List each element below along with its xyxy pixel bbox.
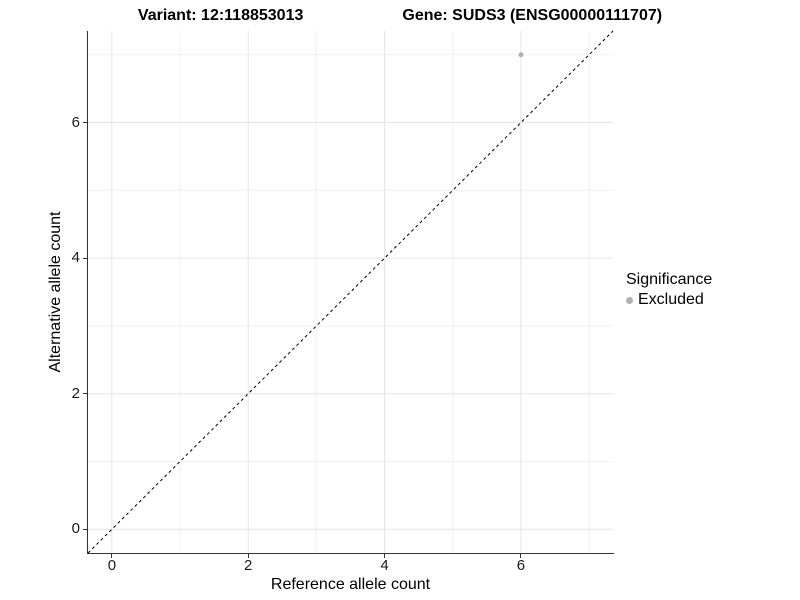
chart-canvas [87, 30, 614, 554]
legend: Significance Excluded [626, 271, 712, 309]
legend-point-icon [626, 296, 633, 304]
legend-title: Significance [626, 271, 713, 288]
x-tick-mark [111, 554, 113, 558]
identity-reference-line [87, 30, 614, 554]
legend-items: Excluded [626, 291, 712, 309]
y-tick-mark [83, 528, 87, 530]
x-tick-mark [247, 554, 249, 558]
x-axis-label: Reference allele count [270, 576, 431, 593]
legend-item: Excluded [626, 291, 712, 309]
x-tick-label: 2 [244, 557, 253, 574]
x-tick-label: 6 [516, 557, 526, 574]
y-tick-mark [83, 122, 87, 124]
x-tick-mark [520, 554, 522, 558]
legend-item-label: Excluded [638, 291, 704, 308]
y-tick-label: 2 [71, 384, 80, 402]
plot-panel [87, 30, 614, 554]
y-tick-label: 6 [71, 113, 80, 131]
y-tick-mark [83, 257, 87, 259]
x-tick-label: 4 [380, 557, 389, 574]
data-point [518, 52, 524, 58]
y-tick-mark [83, 393, 87, 395]
x-axis-line [87, 553, 614, 554]
title-variant: Variant: 12:118853013 [137, 7, 304, 24]
x-tick-label: 0 [107, 557, 117, 574]
y-tick-label: 4 [71, 249, 80, 267]
y-tick-label: 0 [71, 520, 80, 538]
title-gene: Gene: SUDS3 (ENSG00000111707) [402, 7, 663, 24]
y-axis-line [87, 31, 88, 554]
x-tick-mark [384, 554, 386, 558]
plot-title: Variant: 12:118853013 Gene: SUDS3 (ENSG0… [0, 5, 800, 27]
